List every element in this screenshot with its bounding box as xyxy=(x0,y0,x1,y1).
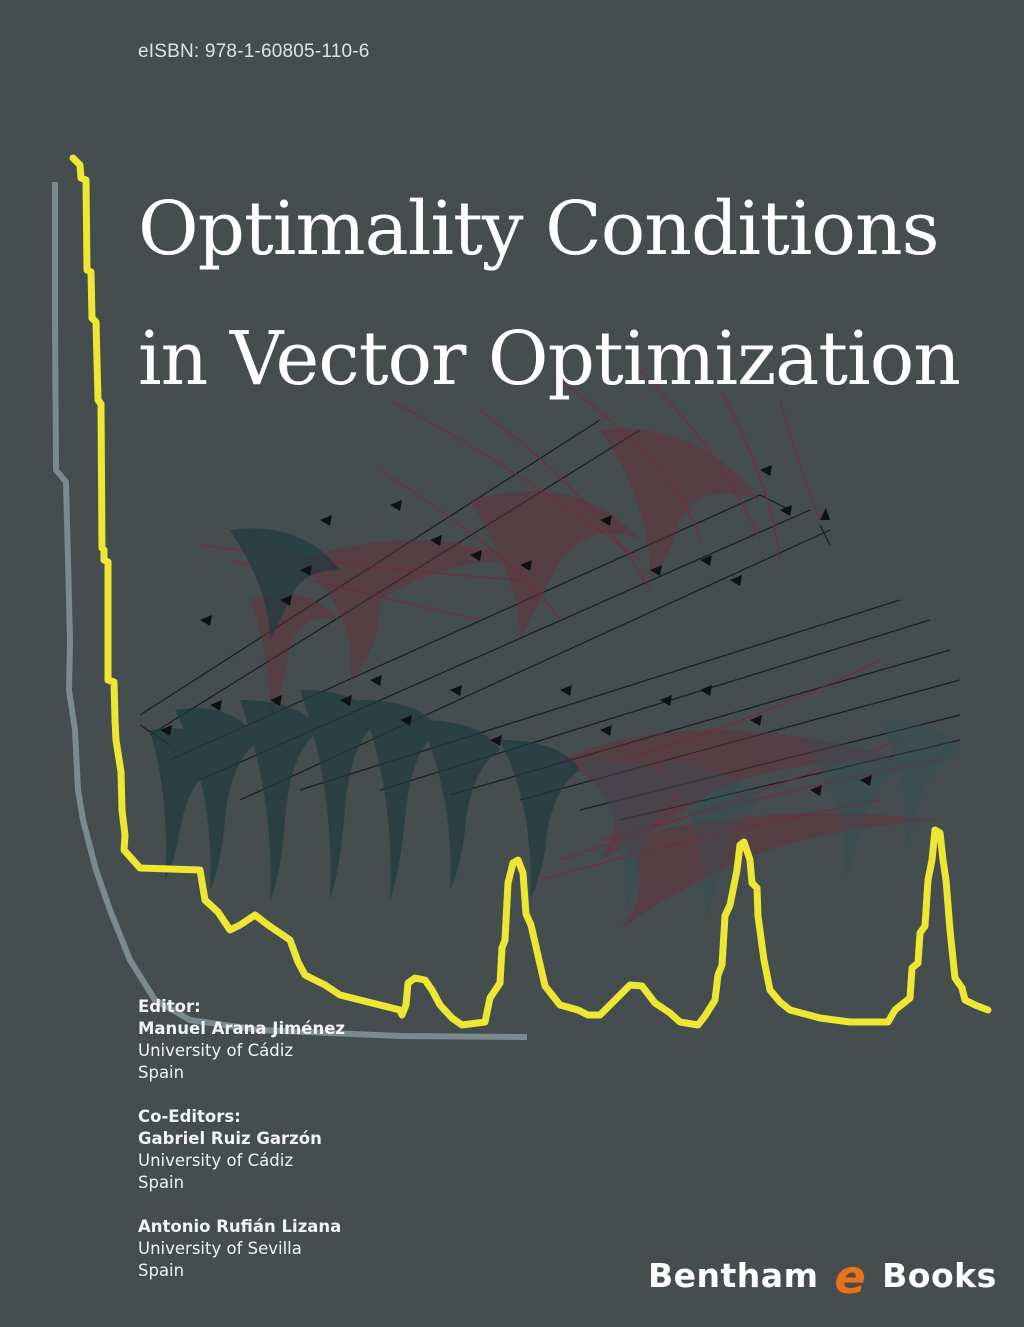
red-streaks xyxy=(199,369,941,881)
co-editor-block-2: Antonio Rufián Lizana University of Sevi… xyxy=(138,1216,341,1282)
teal-ribbons xyxy=(150,528,580,900)
editor-heading: Editor: xyxy=(138,997,201,1016)
co-editor-name: Gabriel Ruiz Garzón xyxy=(138,1129,322,1148)
co-editors-block: Co-Editors: Gabriel Ruiz Garzón Universi… xyxy=(138,1106,322,1194)
editor-country: Spain xyxy=(138,1063,185,1082)
title-line-1: Optimality Conditions xyxy=(138,186,940,272)
co-editor-country: Spain xyxy=(138,1261,185,1280)
co-editor-name: Antonio Rufián Lizana xyxy=(138,1217,342,1236)
red-ribbons xyxy=(250,428,940,930)
publisher-logo: Bentham e Books xyxy=(648,1244,997,1304)
title-line-2: in Vector Optimization xyxy=(138,316,961,402)
editor-affiliation: University of Cádiz xyxy=(138,1041,293,1060)
isbn: eISBN: 978-1-60805-110-6 xyxy=(138,41,370,62)
arrowheads xyxy=(160,465,872,796)
editor-block: Editor: Manuel Arana Jiménez University … xyxy=(138,996,345,1084)
co-editor-affiliation: University of Cádiz xyxy=(138,1151,293,1170)
publisher-word-1: Bentham xyxy=(648,1256,819,1295)
yellow-curve xyxy=(69,154,992,1029)
co-editors-heading: Co-Editors: xyxy=(138,1107,241,1126)
publisher-word-2: Books xyxy=(882,1256,997,1295)
editor-name: Manuel Arana Jiménez xyxy=(138,1019,346,1038)
vector-field-lines xyxy=(139,419,961,821)
co-editor-country: Spain xyxy=(138,1173,185,1192)
teal-ribbons-light xyxy=(580,720,960,920)
e-logo-icon: e xyxy=(834,1250,867,1304)
co-editor-affiliation: University of Sevilla xyxy=(138,1239,302,1258)
gray-curve xyxy=(52,182,528,1040)
